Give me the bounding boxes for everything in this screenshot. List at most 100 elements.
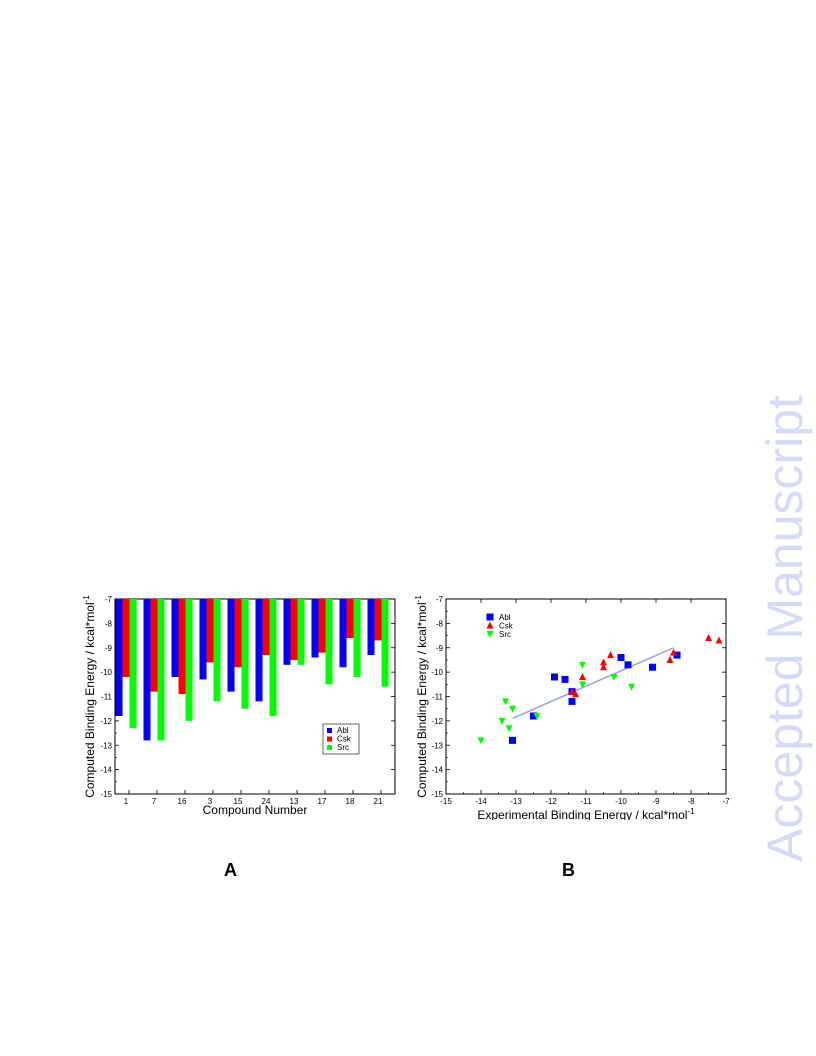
legend-label-csk: Csk bbox=[337, 735, 352, 744]
point-csk-9 bbox=[715, 636, 723, 644]
bar-src-15 bbox=[241, 599, 249, 709]
bar-src-7 bbox=[157, 599, 165, 741]
point-src-8 bbox=[610, 674, 618, 681]
y-tick-label: -15 bbox=[100, 790, 112, 799]
x-tick-label: 3 bbox=[208, 797, 213, 806]
y-tick-label: -8 bbox=[105, 619, 113, 628]
point-src-5 bbox=[533, 713, 541, 720]
point-src-4 bbox=[509, 705, 516, 713]
x-tick-label: 21 bbox=[374, 797, 383, 806]
point-abl-5 bbox=[568, 697, 576, 705]
point-abl-3 bbox=[561, 675, 569, 683]
bar-csk-13 bbox=[290, 599, 298, 660]
legend-label-src: Src bbox=[337, 743, 349, 752]
x-tick-label: -14 bbox=[475, 797, 487, 806]
bar-src-3 bbox=[213, 599, 221, 702]
y-tick-label: -10 bbox=[431, 668, 443, 677]
x-tick-label: -15 bbox=[440, 797, 452, 806]
bar-src-1 bbox=[129, 599, 137, 729]
scatter-chart-b: -7 -8 -9 -10 -11 -12 -13 -14 -15-15 -14 -13 -12 -11 -… bbox=[414, 595, 730, 820]
point-csk-6 bbox=[666, 655, 674, 663]
bar-src-13 bbox=[297, 599, 305, 665]
y-tick-label: -14 bbox=[100, 766, 112, 775]
bar-abl-15 bbox=[227, 599, 235, 692]
point-src-6 bbox=[579, 661, 586, 669]
bar-csk-18 bbox=[346, 599, 354, 638]
bar-csk-21 bbox=[374, 599, 382, 641]
y-tick-label: -11 bbox=[101, 693, 113, 702]
regression-line bbox=[512, 647, 674, 720]
x-tick-label: 13 bbox=[290, 797, 299, 806]
point-csk-3 bbox=[600, 658, 607, 666]
point-src-legend bbox=[486, 631, 494, 638]
point-abl-legend bbox=[486, 613, 494, 621]
y-tick-label: -7 bbox=[105, 595, 113, 604]
point-abl-7 bbox=[624, 661, 632, 669]
x-tick-label: 18 bbox=[346, 797, 355, 806]
point-abl-9 bbox=[673, 651, 681, 659]
legend-swatch-csk bbox=[327, 736, 332, 742]
y-tick-label: -12 bbox=[431, 717, 443, 726]
x-axis-title: Experimental Binding Energy / kcal*mol-1 bbox=[477, 807, 695, 820]
bar-abl-1 bbox=[115, 599, 123, 716]
x-tick-label: 24 bbox=[262, 797, 271, 806]
point-csk-5 bbox=[607, 651, 614, 659]
legend-swatch-src bbox=[327, 745, 332, 750]
bar-csk-24 bbox=[262, 599, 270, 656]
point-src-9 bbox=[628, 683, 635, 691]
legend-swatch-abl bbox=[327, 728, 332, 733]
point-csk-8 bbox=[705, 634, 712, 641]
y-tick-label: -15 bbox=[431, 790, 443, 799]
bar-abl-7 bbox=[143, 599, 151, 741]
point-src-7 bbox=[579, 681, 586, 689]
point-src-3 bbox=[505, 725, 513, 733]
x-tick-label: -7 bbox=[722, 797, 730, 806]
y-axis-title: Computed Binding Energy / kcal*mol-1 bbox=[414, 595, 429, 798]
bar-src-16 bbox=[185, 599, 193, 721]
x-tick-label: 17 bbox=[318, 797, 327, 806]
bar-abl-17 bbox=[311, 599, 319, 658]
point-src-2 bbox=[502, 698, 509, 706]
bar-csk-15 bbox=[234, 599, 242, 668]
point-abl-8 bbox=[649, 663, 656, 671]
y-tick-label: -13 bbox=[100, 741, 112, 750]
point-csk-4 bbox=[600, 663, 607, 671]
bar-csk-3 bbox=[206, 599, 214, 663]
bar-src-17 bbox=[325, 599, 333, 685]
x-tick-label: -13 bbox=[510, 797, 522, 806]
bar-src-18 bbox=[353, 599, 361, 677]
y-tick-label: -12 bbox=[100, 717, 112, 726]
y-tick-label: -10 bbox=[100, 668, 112, 677]
bar-abl-24 bbox=[255, 599, 263, 702]
bar-abl-16 bbox=[171, 599, 179, 677]
point-csk-legend bbox=[486, 621, 494, 629]
legend-label-abl: Abl bbox=[337, 726, 349, 735]
y-tick-label: -7 bbox=[436, 595, 444, 604]
bar-abl-21 bbox=[367, 599, 375, 656]
watermark-text: Accepted Manuscript bbox=[758, 395, 813, 862]
x-tick-label: 7 bbox=[152, 797, 157, 806]
x-tick-label: -10 bbox=[615, 797, 627, 806]
bar-csk-7 bbox=[150, 599, 158, 692]
bar-csk-1 bbox=[122, 599, 130, 677]
y-tick-label: -8 bbox=[436, 619, 444, 628]
point-src-0 bbox=[477, 737, 485, 745]
y-tick-label: -11 bbox=[432, 693, 444, 702]
bar-src-21 bbox=[381, 599, 389, 687]
point-csk-0 bbox=[568, 687, 576, 695]
bar-chart-a: -7-8-9-10-11-12-13-14-151 7 16 3 15 24 13 17 18 2… bbox=[82, 595, 396, 817]
legend-label-abl: Abl bbox=[499, 613, 511, 622]
bar-abl-3 bbox=[199, 599, 207, 680]
point-src-1 bbox=[498, 717, 506, 725]
legend-label-src: Src bbox=[499, 630, 511, 639]
x-tick-label: 15 bbox=[234, 797, 243, 806]
x-tick-label: -8 bbox=[687, 797, 695, 806]
point-abl-1 bbox=[530, 712, 537, 720]
bar-csk-16 bbox=[178, 599, 186, 695]
point-abl-2 bbox=[551, 673, 558, 681]
y-tick-label: -9 bbox=[436, 644, 444, 653]
panel-label-a: A bbox=[224, 860, 237, 880]
y-tick-label: -14 bbox=[431, 766, 443, 775]
legend-label-csk: Csk bbox=[499, 622, 514, 631]
panel-label-b: B bbox=[562, 860, 575, 880]
